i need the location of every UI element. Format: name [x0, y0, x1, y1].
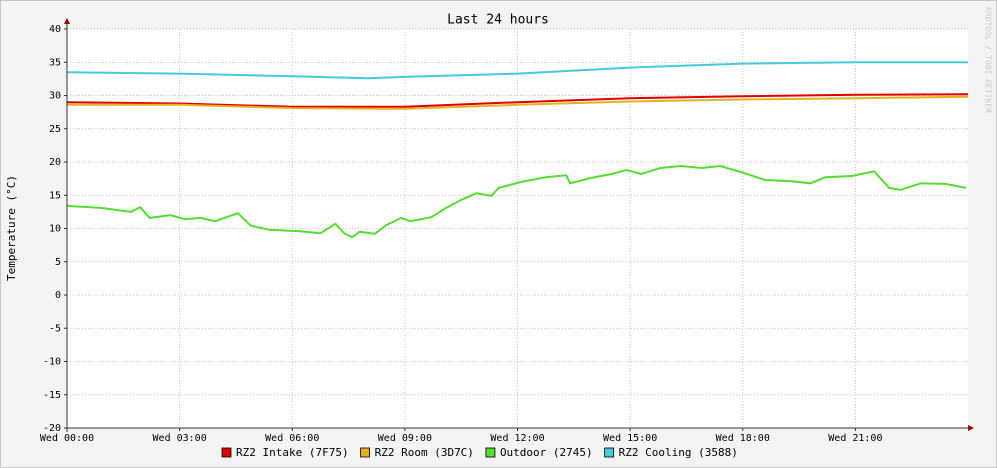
y-axis-arrow — [64, 18, 70, 24]
x-tick-label: Wed 15:00 — [603, 433, 657, 444]
legend-label: RZ2 Room (3D7C) — [375, 446, 474, 459]
y-tick-label: 40 — [49, 24, 61, 35]
legend-swatch — [485, 447, 496, 458]
legend-swatch — [604, 447, 615, 458]
series-line — [67, 95, 969, 110]
x-tick-label: Wed 12:00 — [490, 433, 544, 444]
legend-swatch — [360, 447, 370, 458]
y-tick-label: -20 — [43, 423, 61, 434]
y-tick-label: 25 — [49, 124, 61, 135]
legend-label: RZ2 Intake (7F75) — [236, 446, 349, 459]
legend: RZ2 Intake (7F75) RZ2 Room (3D7C) Outdoor … — [221, 446, 738, 459]
x-tick-label: Wed 00:00 — [40, 433, 94, 444]
series-line — [66, 164, 967, 239]
x-tick-label: Wed 09:00 — [378, 433, 432, 444]
y-tick-label: -10 — [43, 357, 61, 368]
y-tick-label: 15 — [49, 190, 61, 201]
x-axis-arrow — [968, 425, 974, 431]
x-tick-label: Wed 03:00 — [153, 433, 207, 444]
chart-title: Last 24 hours — [447, 13, 549, 28]
watermark: RRDTOOL / TOBI OETIKER — [984, 7, 993, 113]
series-line — [66, 61, 968, 80]
y-tick-label: 5 — [55, 257, 61, 268]
legend-swatch — [221, 447, 232, 458]
y-tick-label: -5 — [49, 323, 61, 334]
y-tick-label: 30 — [49, 91, 61, 102]
x-tick-label: Wed 21:00 — [828, 433, 882, 444]
lines — [66, 61, 969, 239]
y-tick-label: 0 — [55, 290, 61, 301]
y-tick-label: 20 — [49, 157, 61, 168]
x-tick-label: Wed 06:00 — [265, 433, 319, 444]
y-tick-label: 35 — [49, 57, 61, 68]
legend-label: RZ2 Cooling (3588) — [619, 446, 738, 459]
series-line — [66, 93, 969, 108]
y-tick-label: -15 — [43, 390, 61, 401]
x-tick-label: Wed 18:00 — [716, 433, 770, 444]
y-tick-label: 10 — [49, 224, 61, 235]
y-axis-label: Temperature (°C) — [5, 175, 18, 281]
legend-label: Outdoor (2745) — [500, 446, 593, 459]
